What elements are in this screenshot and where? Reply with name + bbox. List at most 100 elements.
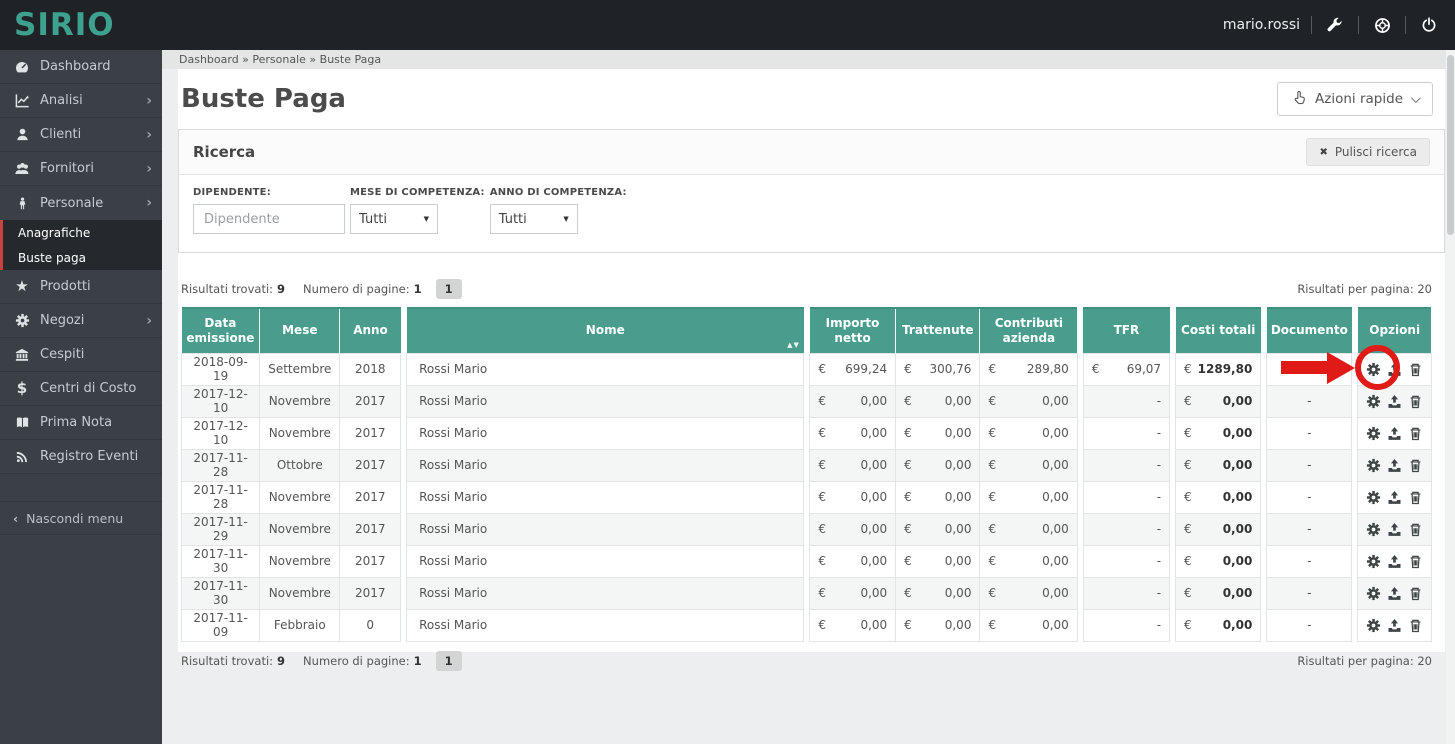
sidebar-item-prima-nota[interactable]: Prima Nota xyxy=(0,406,162,440)
cell-year: 2017 xyxy=(339,512,402,546)
scrollbar[interactable] xyxy=(1446,50,1455,744)
upload-icon[interactable] xyxy=(1387,586,1402,601)
settings-icon[interactable] xyxy=(1366,362,1381,377)
sidebar-item-label: Clienti xyxy=(40,127,82,142)
table-row: 2017-11-30 Novembre 2017 xyxy=(180,544,402,578)
sidebar-item-buste-paga[interactable]: Buste paga xyxy=(3,245,162,270)
table-row: - xyxy=(1266,512,1353,546)
globe-icon[interactable] xyxy=(1370,13,1394,37)
delete-icon[interactable] xyxy=(1408,522,1423,537)
cell-withheld: €0,00 xyxy=(895,448,981,482)
column-header-name[interactable]: Nome ▲▼ xyxy=(406,307,804,353)
month-select-value: Tutti xyxy=(359,211,388,227)
delete-icon[interactable] xyxy=(1408,490,1423,505)
employee-input[interactable] xyxy=(193,204,345,234)
cell-total: €0,00 xyxy=(1175,448,1262,482)
upload-icon[interactable] xyxy=(1387,554,1402,569)
settings-icon[interactable] xyxy=(1366,394,1381,409)
settings-icon[interactable] xyxy=(1366,490,1381,505)
upload-icon[interactable] xyxy=(1387,426,1402,441)
cell-doc xyxy=(1266,352,1353,386)
cell-doc: - xyxy=(1266,512,1353,546)
settings-icon[interactable] xyxy=(1366,586,1381,601)
chevron-left-icon: ‹ xyxy=(13,510,19,526)
table-row: - xyxy=(1082,480,1171,514)
table-row: €0,00 €0,00 €0,00 xyxy=(809,512,1078,546)
cell-month: Ottobre xyxy=(259,448,341,482)
upload-icon[interactable] xyxy=(1387,522,1402,537)
settings-icon[interactable] xyxy=(1366,458,1381,473)
table-row: Rossi Mario xyxy=(406,512,805,546)
sort-arrows-icon[interactable]: ▲▼ xyxy=(787,340,800,349)
page-1-button[interactable]: 1 xyxy=(435,279,462,299)
delete-icon[interactable] xyxy=(1408,586,1423,601)
upload-icon[interactable] xyxy=(1387,458,1402,473)
year-field-group: ANNO DI COMPETENZA: Tutti ▼ xyxy=(489,187,627,234)
table-row: - xyxy=(1266,416,1353,450)
settings-icon[interactable] xyxy=(1366,618,1381,633)
cell-contrib: €0,00 xyxy=(979,512,1078,546)
scrollbar-thumb[interactable] xyxy=(1447,55,1454,235)
sidebar-item-cespiti[interactable]: Cespiti xyxy=(0,338,162,372)
sidebar-item-label: Fornitori xyxy=(40,161,94,176)
sidebar-item-personale[interactable]: Personale › xyxy=(0,186,162,220)
settings-icon[interactable] xyxy=(1366,426,1381,441)
upload-icon[interactable] xyxy=(1387,618,1402,633)
sidebar-item-label: Registro Eventi xyxy=(40,449,139,464)
page-title: Buste Paga xyxy=(181,84,346,114)
sidebar-item-prodotti[interactable]: ★ Prodotti xyxy=(0,270,162,304)
upload-icon[interactable] xyxy=(1387,362,1402,377)
sidebar-item-anagrafiche[interactable]: Anagrafiche xyxy=(3,220,162,245)
wrench-icon[interactable] xyxy=(1323,13,1347,37)
page-1-button[interactable]: 1 xyxy=(435,650,462,671)
power-icon[interactable] xyxy=(1417,13,1441,37)
table-row: Rossi Mario xyxy=(406,544,805,578)
cell-date: 2017-12-10 xyxy=(180,384,261,418)
table-row xyxy=(1357,544,1432,578)
delete-icon[interactable] xyxy=(1408,554,1423,569)
sidebar-item-clienti[interactable]: Clienti › xyxy=(0,118,162,152)
delete-icon[interactable] xyxy=(1408,458,1423,473)
table-row xyxy=(1357,512,1432,546)
cell-doc: - xyxy=(1266,480,1353,514)
cell-net: €0,00 xyxy=(809,416,897,450)
sidebar-item-fornitori[interactable]: Fornitori › xyxy=(0,152,162,186)
column-header-withheld: Trattenute xyxy=(895,307,980,353)
upload-icon[interactable] xyxy=(1387,394,1402,409)
table-row: Rossi Mario xyxy=(406,608,805,642)
delete-icon[interactable] xyxy=(1408,362,1423,377)
hide-menu-button[interactable]: ‹ Nascondi menu xyxy=(0,501,162,535)
settings-icon[interactable] xyxy=(1366,554,1381,569)
table-row: €0,00 €0,00 €0,00 xyxy=(809,544,1078,578)
delete-icon[interactable] xyxy=(1408,618,1423,633)
sidebar-item-centri-di-costo[interactable]: $ Centri di Costo xyxy=(0,372,162,406)
logo-text: SIRIO xyxy=(14,7,115,43)
delete-icon[interactable] xyxy=(1408,426,1423,441)
chevron-right-icon: › xyxy=(146,92,152,109)
settings-icon[interactable] xyxy=(1366,522,1381,537)
cell-withheld: €0,00 xyxy=(895,384,981,418)
payslips-table: Data emissione Mese Anno 2018-09-19 Settembr… xyxy=(180,307,1432,642)
row-actions xyxy=(1357,576,1432,610)
sidebar-item-label: Prima Nota xyxy=(40,415,113,430)
quick-actions-label: Azioni rapide xyxy=(1315,91,1403,107)
sidebar-item-analisi[interactable]: Analisi › xyxy=(0,84,162,118)
clear-search-button[interactable]: ✖ Pulisci ricerca xyxy=(1306,138,1430,166)
year-select[interactable]: Tutti ▼ xyxy=(489,204,578,234)
table-row: - xyxy=(1266,576,1353,610)
dollar-icon: $ xyxy=(16,379,28,397)
month-select[interactable]: Tutti ▼ xyxy=(350,204,438,234)
delete-icon[interactable] xyxy=(1408,394,1423,409)
cell-withheld: €0,00 xyxy=(895,416,981,450)
breadcrumb[interactable]: Dashboard » Personale » Buste Paga xyxy=(162,50,1455,69)
cell-withheld: €0,00 xyxy=(895,608,981,642)
sidebar-item-negozi[interactable]: Negozi › xyxy=(0,304,162,338)
sidebar-item-dashboard[interactable]: Dashboard xyxy=(0,50,162,84)
rss-icon xyxy=(10,449,34,464)
table-row: €0,00 €0,00 €0,00 xyxy=(809,416,1078,450)
sidebar-item-registro-eventi[interactable]: Registro Eventi xyxy=(0,440,162,474)
quick-actions-button[interactable]: Azioni rapide xyxy=(1277,82,1433,116)
cell-total: €0,00 xyxy=(1175,608,1262,642)
star-icon: ★ xyxy=(15,277,29,295)
upload-icon[interactable] xyxy=(1387,490,1402,505)
